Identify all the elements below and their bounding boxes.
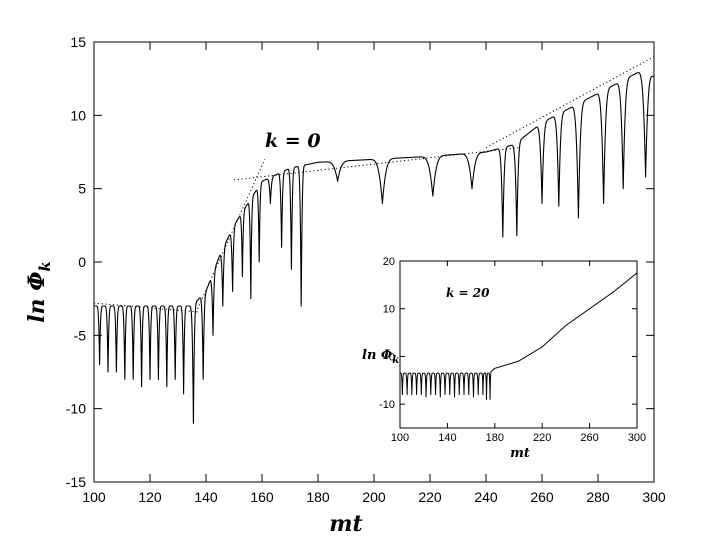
main-x-tick-label: 240 bbox=[474, 489, 498, 505]
main-dotted-trend-line bbox=[197, 159, 266, 310]
inset-y-axis-label-subscript: k bbox=[392, 355, 399, 366]
inset-y-axis-label: ln Φk bbox=[362, 348, 399, 366]
inset-y-tick-label: 0 bbox=[389, 351, 395, 363]
inset-x-tick-label: 140 bbox=[438, 432, 456, 444]
inset-frame bbox=[399, 260, 638, 429]
main-annotation: k = 0 bbox=[265, 130, 321, 152]
main-x-tick-label: 280 bbox=[586, 489, 610, 505]
main-y-axis-label: ln Φk bbox=[24, 261, 54, 323]
inset-chart-axes: 100 140 180 220 260 300 -10 0 10 20 bbox=[379, 256, 646, 444]
main-y-tick-label: 5 bbox=[78, 181, 86, 197]
main-x-tick-label: 180 bbox=[306, 489, 330, 505]
main-y-tick-label: -10 bbox=[66, 401, 86, 417]
main-y-tick-label: -15 bbox=[66, 474, 86, 490]
main-x-tick-label: 100 bbox=[82, 489, 106, 505]
main-frame bbox=[93, 41, 655, 483]
main-y-axis-label-main: ln Φ bbox=[24, 272, 50, 323]
inset-x-tick-label: 300 bbox=[628, 432, 646, 444]
main-series-line bbox=[94, 72, 654, 424]
main-x-axis-label: mt bbox=[329, 511, 362, 537]
main-y-tick-label: 10 bbox=[70, 107, 86, 123]
inset-background bbox=[400, 261, 637, 428]
main-chart-series bbox=[93, 41, 655, 483]
main-x-tick-label: 260 bbox=[530, 489, 554, 505]
main-y-tick-label: 15 bbox=[70, 34, 86, 50]
inset-x-tick-label: 100 bbox=[391, 432, 409, 444]
main-x-tick-label: 120 bbox=[138, 489, 162, 505]
inset-y-tick-label: 10 bbox=[383, 304, 395, 316]
main-y-axis-label-subscript: k bbox=[36, 261, 54, 271]
main-x-tick-label: 200 bbox=[362, 489, 386, 505]
inset-y-axis-label-main: ln Φ bbox=[362, 348, 393, 363]
main-x-tick-label: 300 bbox=[642, 489, 666, 505]
main-chart-axes: 100 120 140 160 180 200 220 240 260 280 300-15-10-… bbox=[66, 34, 666, 505]
main-y-tick-label: 0 bbox=[78, 254, 86, 270]
svg-text:ln Φk: ln Φk bbox=[24, 261, 54, 323]
main-dotted-trend-line bbox=[485, 56, 654, 149]
main-dotted-trend-line bbox=[233, 147, 520, 181]
main-x-tick-label: 140 bbox=[194, 489, 218, 505]
main-y-tick-label: -5 bbox=[74, 327, 87, 343]
inset-chart-series bbox=[399, 260, 638, 429]
main-x-tick-label: 160 bbox=[250, 489, 274, 505]
inset-series-line bbox=[400, 272, 637, 400]
inset-x-tick-label: 260 bbox=[580, 432, 598, 444]
inset-x-tick-label: 220 bbox=[533, 432, 551, 444]
inset-y-tick-label: 20 bbox=[383, 256, 395, 268]
inset-x-tick-label: 180 bbox=[486, 432, 504, 444]
inset-y-tick-label: -10 bbox=[379, 399, 395, 411]
inset-x-axis-label: mt bbox=[510, 446, 530, 461]
main-x-tick-label: 220 bbox=[418, 489, 442, 505]
inset-annotation: k = 20 bbox=[446, 286, 490, 300]
